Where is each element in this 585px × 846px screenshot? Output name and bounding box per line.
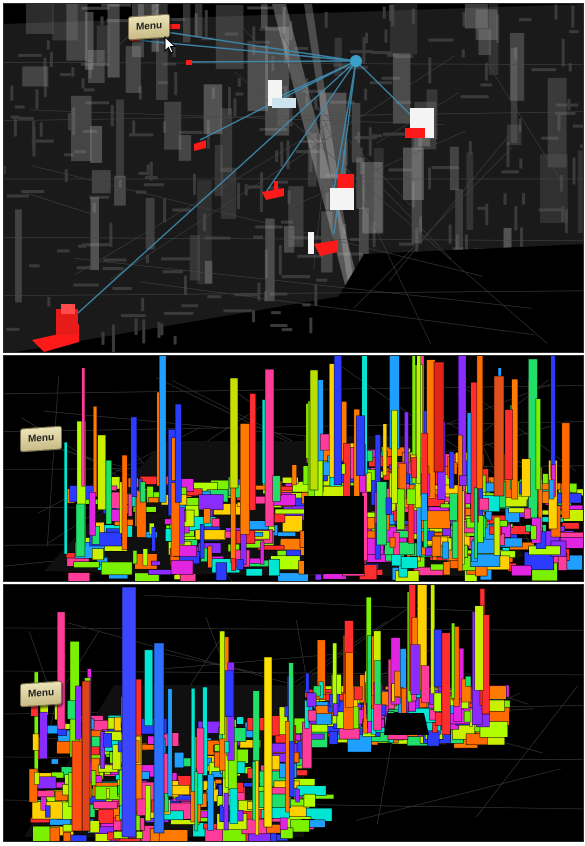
gray-city-canvas (4, 4, 583, 352)
colored-city-canvas-bottom (4, 585, 583, 841)
highlighted-building (330, 188, 354, 210)
colored-city-canvas-top (4, 356, 583, 581)
link-line (333, 60, 357, 190)
highlighted-building (314, 240, 338, 256)
highlighted-building (186, 60, 192, 65)
highlighted-buildings (32, 24, 434, 352)
colored-towers (63, 356, 570, 572)
link-line (67, 60, 357, 323)
light-beam (304, 4, 354, 284)
landmark-tower (153, 642, 165, 834)
highlighted-building (308, 232, 314, 254)
link-line (271, 60, 357, 101)
landmark-tower (493, 375, 505, 497)
highlighted-building (272, 98, 296, 108)
hub-node-icon (350, 55, 362, 67)
highlighted-building (170, 24, 180, 29)
wireframe-grid (4, 4, 583, 345)
link-line (265, 60, 357, 193)
colored-towers (28, 585, 490, 838)
landmark-tower (229, 377, 239, 489)
landmark-tower (433, 361, 445, 473)
colored-city-view-bottom[interactable]: Menu (3, 584, 584, 842)
empty-region (384, 713, 429, 735)
menu-button[interactable]: Menu (20, 680, 62, 708)
highlighted-building (338, 174, 354, 188)
link-line (165, 31, 357, 62)
highlighted-building (61, 304, 75, 314)
colored-city-view-top[interactable]: Menu (3, 355, 584, 582)
empty-region (305, 244, 583, 352)
landmark-tower (71, 740, 83, 832)
highlighted-building (56, 309, 78, 335)
landmark-tower (263, 656, 273, 828)
link-line (355, 60, 417, 121)
landmark-tower (309, 369, 319, 491)
highlighted-building (405, 128, 425, 138)
cursor-arrow-icon (164, 36, 177, 54)
light-beam (272, 4, 360, 289)
landmark-tower (81, 680, 91, 832)
link-lines (67, 31, 417, 323)
link-line (186, 60, 357, 63)
empty-region (304, 496, 364, 574)
highlighted-building (274, 181, 278, 195)
gray-city-view[interactable]: Menu (3, 3, 584, 353)
link-line (135, 39, 357, 62)
highlighted-building (194, 140, 206, 151)
landmark-tower (121, 586, 137, 838)
menu-button[interactable]: Menu (20, 425, 62, 453)
highlighted-building (262, 188, 284, 200)
